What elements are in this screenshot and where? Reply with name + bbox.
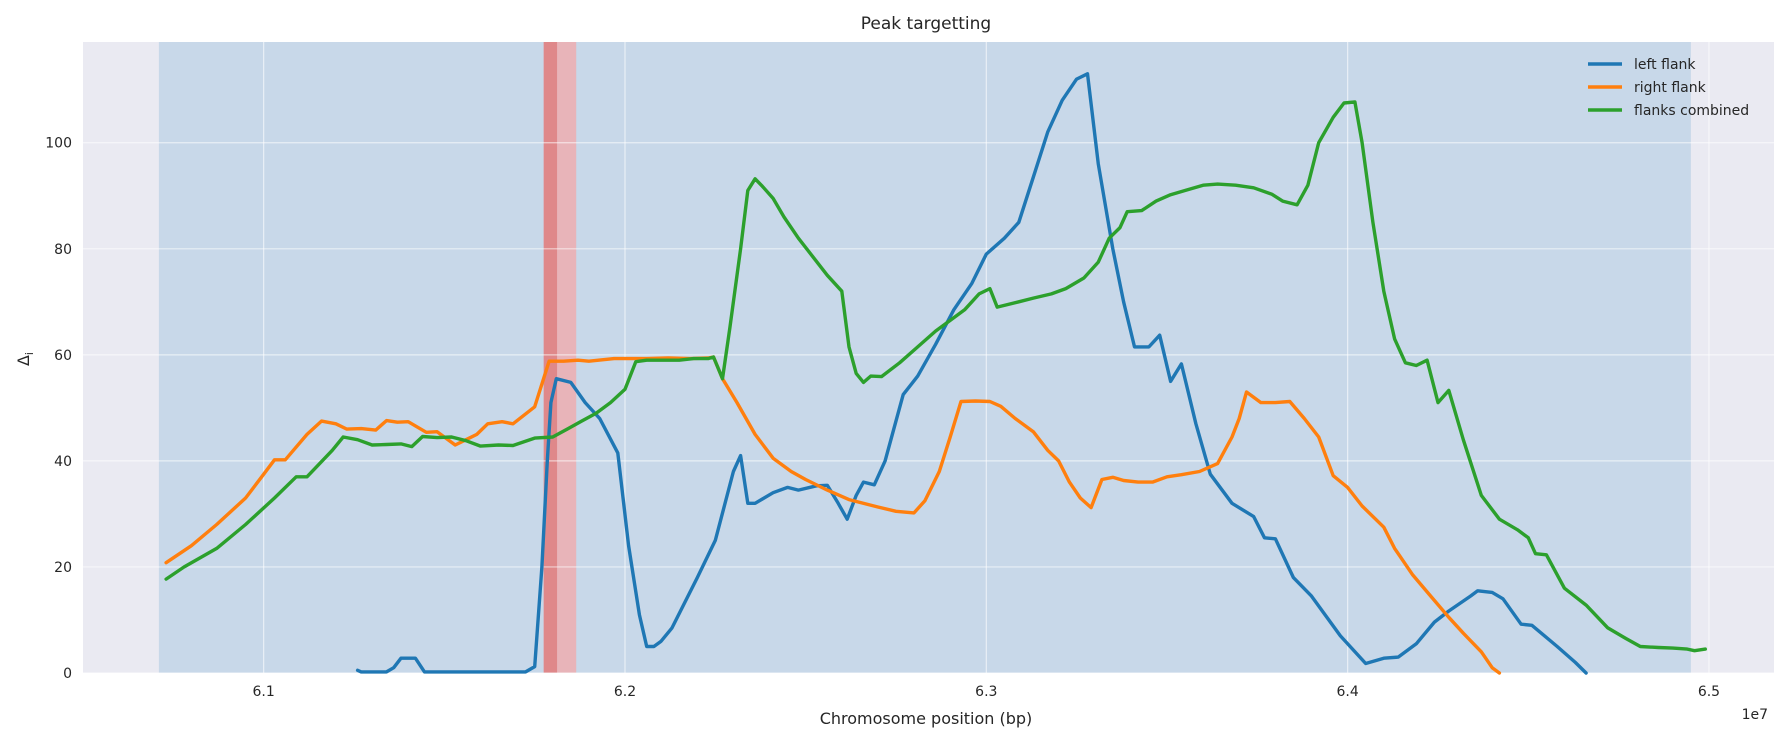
legend-label: left flank xyxy=(1634,57,1696,73)
chart-title: Peak targetting xyxy=(861,14,991,34)
legend-label: flanks combined xyxy=(1634,103,1749,119)
y-tick-label: 0 xyxy=(63,666,72,682)
legend: left flank right flank flanks combined xyxy=(1588,57,1749,119)
series-line-right-flank xyxy=(164,355,1502,675)
shaded-region-0 xyxy=(158,42,1691,673)
y-axis-label: Δi xyxy=(14,352,36,366)
series-lines xyxy=(164,72,1707,675)
series-line-flanks-combined xyxy=(164,100,1707,653)
x-tick-label: 6.2 xyxy=(614,684,636,700)
y-tick-label: 20 xyxy=(54,560,72,576)
x-tick-label: 6.3 xyxy=(975,684,997,700)
y-tick-label: 80 xyxy=(54,242,72,258)
y-tick-label: 100 xyxy=(45,136,72,152)
y-tick-label: 40 xyxy=(54,454,72,470)
y-tick-labels: 0 20 40 60 80 100 xyxy=(45,136,72,682)
shaded-region-2 xyxy=(543,42,558,673)
y-tick-label: 60 xyxy=(54,348,72,364)
x-tick-label: 6.1 xyxy=(253,684,275,700)
x-axis-label: Chromosome position (bp) xyxy=(820,709,1033,728)
x-tick-label: 6.5 xyxy=(1698,684,1720,700)
legend-label: right flank xyxy=(1634,80,1707,96)
x-tick-labels: 6.1 6.2 6.3 6.4 6.5 xyxy=(253,684,1721,700)
y-axis-label-main: Δ xyxy=(14,355,33,366)
series-line-left-flank xyxy=(355,72,1588,675)
x-tick-label: 6.4 xyxy=(1337,684,1359,700)
shaded-regions xyxy=(158,42,1691,673)
x-offset-label: 1e7 xyxy=(1742,707,1768,723)
y-axis-label-sub: i xyxy=(23,352,36,355)
